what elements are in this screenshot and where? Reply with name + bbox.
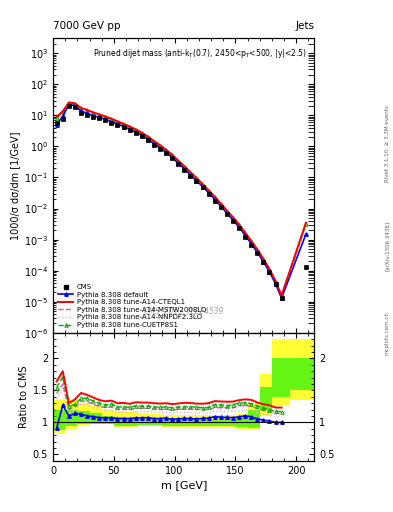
Text: [arXiv:1306.3436]: [arXiv:1306.3436] <box>385 221 389 271</box>
Text: Pruned dijet mass (anti-k$_{\mathsf{T}}$(0.7), 2450<p$_{\mathsf{T}}$<500, |y|<2.: Pruned dijet mass (anti-k$_{\mathsf{T}}$… <box>93 47 307 60</box>
Legend: CMS, Pythia 8.308 default, Pythia 8.308 tune-A14-CTEQL1, Pythia 8.308 tune-A14-M: CMS, Pythia 8.308 default, Pythia 8.308 … <box>57 283 208 329</box>
Y-axis label: Ratio to CMS: Ratio to CMS <box>18 366 29 428</box>
Y-axis label: 1000/σ dσ/dm [1/GeV]: 1000/σ dσ/dm [1/GeV] <box>10 132 20 240</box>
Text: CMS_2013_I1224539: CMS_2013_I1224539 <box>143 306 224 315</box>
Text: mcplots.cern.ch: mcplots.cern.ch <box>385 311 389 355</box>
X-axis label: m [GeV]: m [GeV] <box>160 480 207 490</box>
Text: Rivet 3.1.10, ≥ 3.3M events: Rivet 3.1.10, ≥ 3.3M events <box>385 105 389 182</box>
Text: 7000 GeV pp: 7000 GeV pp <box>53 20 121 31</box>
Text: Jets: Jets <box>296 20 314 31</box>
